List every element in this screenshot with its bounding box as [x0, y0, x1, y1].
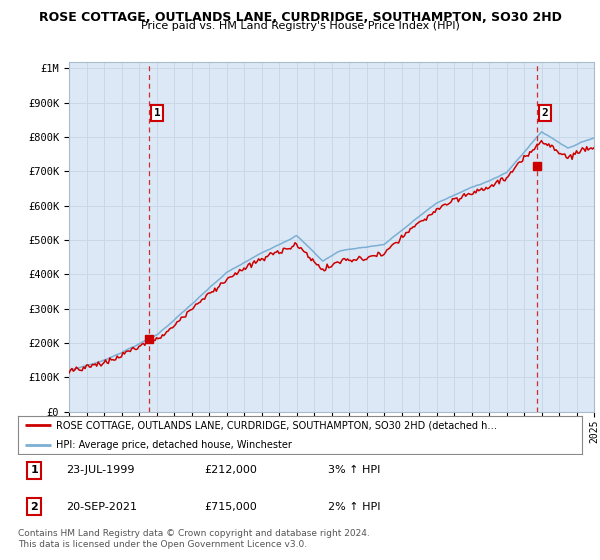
Text: 1: 1: [154, 108, 161, 118]
Text: 3% ↑ HPI: 3% ↑ HPI: [328, 465, 380, 475]
Text: £715,000: £715,000: [204, 502, 257, 511]
Text: ROSE COTTAGE, OUTLANDS LANE, CURDRIDGE, SOUTHAMPTON, SO30 2HD: ROSE COTTAGE, OUTLANDS LANE, CURDRIDGE, …: [38, 11, 562, 24]
Text: 20-SEP-2021: 20-SEP-2021: [66, 502, 137, 511]
Text: This data is licensed under the Open Government Licence v3.0.: This data is licensed under the Open Gov…: [18, 540, 307, 549]
Text: £212,000: £212,000: [204, 465, 257, 475]
Text: 23-JUL-1999: 23-JUL-1999: [66, 465, 134, 475]
Text: ROSE COTTAGE, OUTLANDS LANE, CURDRIDGE, SOUTHAMPTON, SO30 2HD (detached h…: ROSE COTTAGE, OUTLANDS LANE, CURDRIDGE, …: [56, 420, 497, 430]
Text: 2% ↑ HPI: 2% ↑ HPI: [328, 502, 381, 511]
Text: HPI: Average price, detached house, Winchester: HPI: Average price, detached house, Winc…: [56, 440, 292, 450]
Text: 2: 2: [542, 108, 548, 118]
Text: Contains HM Land Registry data © Crown copyright and database right 2024.: Contains HM Land Registry data © Crown c…: [18, 529, 370, 538]
Text: 2: 2: [31, 502, 38, 511]
Text: Price paid vs. HM Land Registry's House Price Index (HPI): Price paid vs. HM Land Registry's House …: [140, 21, 460, 31]
Text: 1: 1: [31, 465, 38, 475]
